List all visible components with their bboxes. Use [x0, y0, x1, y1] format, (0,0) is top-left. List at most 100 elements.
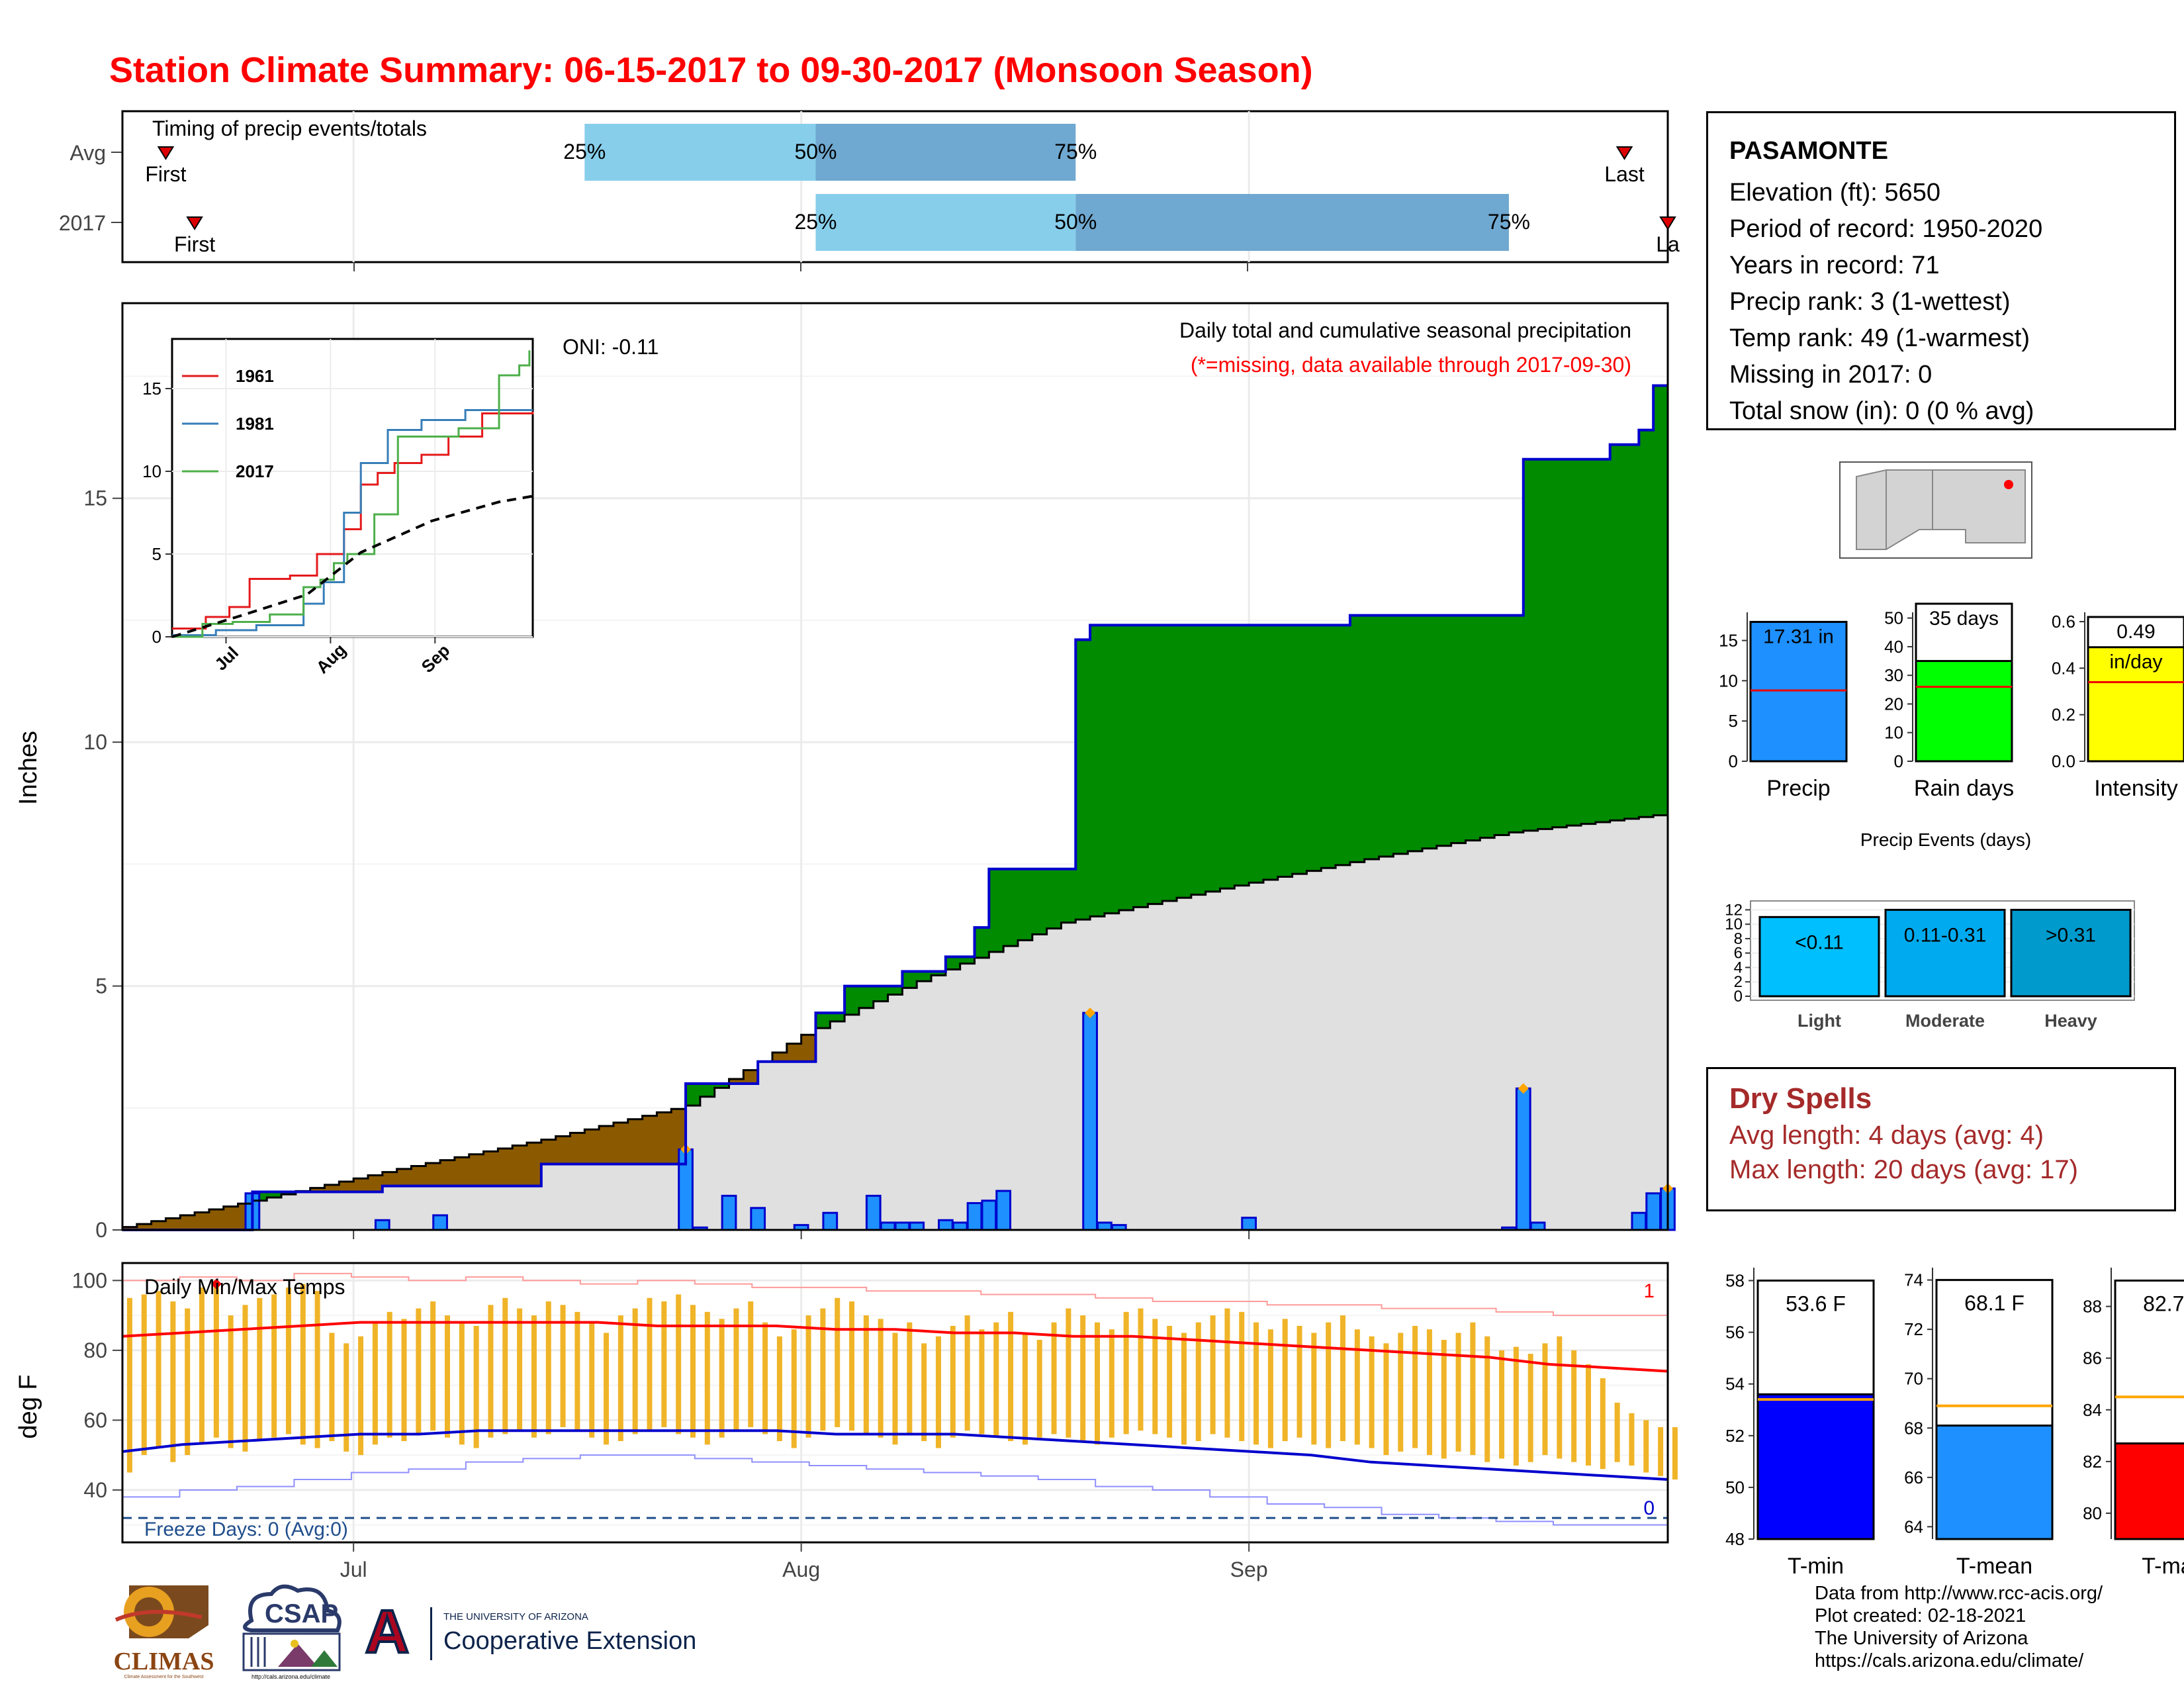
- timing-bar-q2: [1075, 194, 1509, 251]
- daily-temp-bar: [1643, 1420, 1649, 1473]
- tsum-category-label: T-min: [1788, 1554, 1844, 1579]
- daily-temp-bar: [690, 1305, 696, 1438]
- daily-temp-bar: [228, 1315, 234, 1448]
- above-average-fill: [1523, 459, 1539, 831]
- below-average-fill: [426, 1163, 441, 1186]
- daily-precip-bar: [1645, 1192, 1662, 1231]
- tsum-y-tick-label: 82: [2083, 1452, 2102, 1472]
- below-average-fill: [411, 1166, 426, 1186]
- above-average-fill: [1306, 625, 1322, 871]
- above-average-fill: [815, 1013, 831, 1029]
- daily-precip-bar: [952, 1221, 968, 1231]
- station-temp-rank: Temp rank: 49 (1-warmest): [1729, 324, 2030, 352]
- stat-y-tick-label: 0: [1729, 751, 1738, 771]
- tsum-y-tick-label: 50: [1725, 1477, 1745, 1497]
- above-average-fill: [700, 1083, 715, 1097]
- above-average-fill: [1104, 625, 1120, 914]
- last-event-marker: [1615, 146, 1633, 160]
- timing-row-2017-label: 2017: [59, 211, 106, 235]
- stat-y-tick-label: 15: [1719, 631, 1738, 651]
- stat-bar-rain-days: [1915, 660, 2013, 763]
- record-min-line: [122, 1454, 1668, 1526]
- above-average-fill: [1451, 615, 1466, 843]
- temp-ylabel: deg F: [15, 1374, 42, 1438]
- daily-temp-bar: [762, 1322, 768, 1434]
- first-event-label: First: [145, 162, 186, 186]
- daily-temp-bar: [170, 1301, 176, 1462]
- observed-cumulative-line: [122, 384, 1668, 1231]
- average-min-line: [122, 1429, 1668, 1481]
- tsum-y-tick-label: 84: [2083, 1400, 2102, 1420]
- below-average-fill: [527, 1143, 542, 1186]
- tsum-bar-t-max: [2114, 1442, 2184, 1540]
- below-average-fill: [512, 1145, 527, 1186]
- daily-temp-bar: [242, 1305, 248, 1452]
- daily-temp-bar: [1167, 1325, 1173, 1438]
- daily-temp-bar: [1267, 1329, 1273, 1448]
- daily-temp-bar: [502, 1297, 508, 1434]
- cumulative-lines: [121, 384, 1668, 1231]
- above-average-fill: [1148, 625, 1163, 904]
- above-average-fill: [1162, 625, 1177, 901]
- csap-name: CSAP: [265, 1599, 339, 1628]
- daily-temp-bar: [1499, 1350, 1505, 1459]
- temp-summary-bars: 48 50 52 54 56 58 53.6 F T-min 64 66 68 70 72 74 68.1 …: [1725, 1268, 2184, 1579]
- inset-legend-label: 2017: [236, 461, 274, 481]
- daily-temp-bar: [1354, 1329, 1360, 1445]
- daily-temp-bar: [1398, 1333, 1404, 1452]
- daily-temp-bar: [545, 1301, 551, 1434]
- daily-temp-bar: [1008, 1311, 1014, 1442]
- locator-map: [1839, 461, 2032, 559]
- station-period: Period of record: 1950-2020: [1729, 215, 2043, 243]
- daily-temp-bar: [329, 1333, 335, 1442]
- record-marker: 1: [1643, 1280, 1655, 1302]
- timing-bar-q1: [815, 194, 1076, 251]
- temp-x-tick-label: Aug: [782, 1558, 820, 1581]
- below-average-fill: [396, 1168, 412, 1186]
- timing-label-75: 75%: [1054, 140, 1097, 164]
- daily-temp-bar: [430, 1301, 436, 1431]
- daily-temp-bar: [1210, 1315, 1216, 1434]
- daily-temp-bar: [1672, 1427, 1678, 1480]
- average-cumulative-line: [121, 814, 1668, 1230]
- daily-temp-bar: [343, 1343, 349, 1452]
- daily-precip-bar: [865, 1194, 882, 1231]
- daily-temp-bar: [1036, 1340, 1042, 1438]
- daily-temp-bar: [1383, 1343, 1389, 1456]
- tsum-category-label: T-max: [2142, 1554, 2184, 1579]
- above-average-fill: [1581, 459, 1596, 824]
- above-average-fill: [1639, 430, 1654, 818]
- below-average-fill: [382, 1172, 398, 1186]
- above-average-fill: [989, 868, 1004, 952]
- below-average-fill: [165, 1218, 181, 1230]
- ua-name: THE UNIVERSITY OF ARIZONA: [443, 1611, 588, 1622]
- above-average-fill: [1017, 868, 1033, 941]
- daily-temp-bar: [935, 1336, 941, 1448]
- above-average-fill: [1436, 615, 1452, 846]
- stat-y-tick-label: 50: [1884, 608, 1903, 628]
- daily-temp-bar: [1109, 1329, 1115, 1438]
- daily-temp-bar: [661, 1301, 667, 1427]
- dry-spells-max: Max length: 20 days (avg: 17): [1729, 1155, 2078, 1184]
- stat-unit-label: in/day: [2109, 651, 2162, 673]
- above-average-fill: [1205, 625, 1221, 892]
- below-average-fill: [657, 1112, 672, 1164]
- daily-temp-bar: [1152, 1319, 1158, 1434]
- stat-y-tick-label: 0.4: [2052, 658, 2075, 678]
- tsum-value-label: 53.6 F: [1786, 1292, 1846, 1316]
- daily-temp-bar: [1455, 1333, 1461, 1452]
- above-average-fill: [844, 986, 860, 1015]
- daily-temp-bar: [1253, 1322, 1259, 1445]
- daily-temp-bar: [849, 1301, 855, 1431]
- tsum-bar-t-mean: [1935, 1425, 2054, 1540]
- stat-category-label: Rain days: [1914, 776, 2014, 801]
- daily-temp-bar: [1181, 1333, 1187, 1445]
- ua-cooperative-extension-logo: A THE UNIVERSITY OF ARIZONA Cooperative …: [361, 1600, 745, 1668]
- timing-label-75: 75%: [1488, 210, 1530, 234]
- temp-x-tick-label: Sep: [1230, 1558, 1268, 1581]
- above-average-fill: [1061, 868, 1076, 923]
- above-average-fill: [887, 986, 903, 995]
- events-category-label: Light: [1797, 1011, 1841, 1031]
- csap-logo: CSAP http://cals.arizona.edu/climate: [232, 1581, 347, 1680]
- stat-y-tick-label: 5: [1729, 711, 1738, 731]
